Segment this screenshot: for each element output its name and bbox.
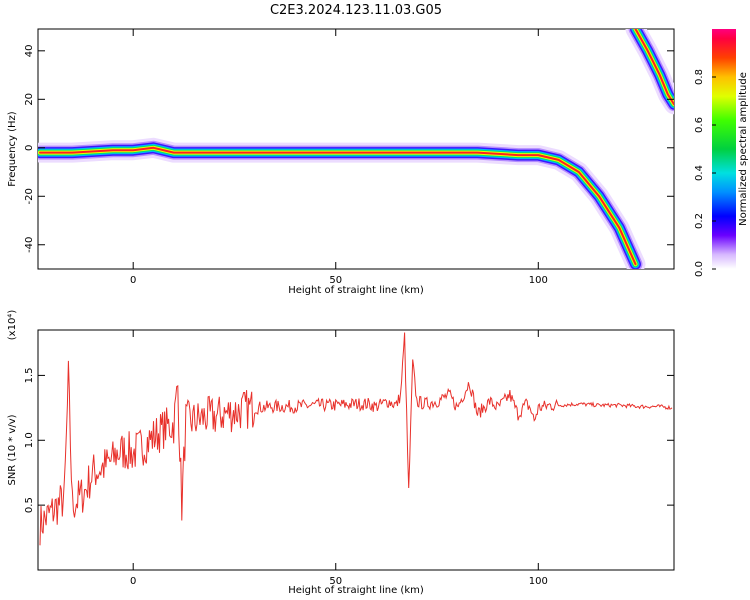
- colorbar-ticks: 0.0 0.2 0.4 0.6 0.8: [694, 69, 716, 277]
- upper-aliased-track-band-6: [634, 29, 674, 106]
- y-tick-label: 1.5: [24, 367, 35, 383]
- spectrogram-y-ticks: -40 -20 0 20 40: [24, 44, 674, 253]
- snr-x-ticks: 0 50 100: [130, 330, 548, 587]
- colorbar-tick-label: 0.2: [694, 213, 705, 229]
- snr-y-label: SNR (10 * v/v): [7, 414, 18, 485]
- spectrogram-panel: 0 50 100 -40 -20 0 20 40 Height of straight li…: [7, 28, 675, 296]
- colorbar-gradient: [712, 29, 736, 269]
- spectrogram-ridges: [38, 29, 674, 269]
- snr-series-line: [39, 332, 673, 546]
- x-tick-label: 100: [529, 275, 548, 286]
- x-tick-label: 50: [329, 576, 342, 587]
- y-tick-label: 0.5: [24, 497, 35, 513]
- x-tick-label: 0: [130, 275, 136, 286]
- y-tick-label: 20: [24, 93, 35, 106]
- chart-title: C2E3.2024.123.11.03.G05: [270, 3, 442, 18]
- x-tick-label: 50: [329, 275, 342, 286]
- snr-y-scale: (x10⁴): [7, 310, 18, 341]
- main-doppler-track-band-6: [39, 146, 637, 266]
- colorbar-tick-label: 0.0: [694, 261, 705, 277]
- y-tick-label: 40: [24, 44, 35, 57]
- snr-x-label: Height of straight line (km): [288, 585, 424, 596]
- x-tick-label: 0: [130, 576, 136, 587]
- y-tick-label: -40: [24, 237, 35, 253]
- x-tick-label: 100: [529, 576, 548, 587]
- spectrogram-x-label: Height of straight line (km): [288, 285, 424, 296]
- colorbar-tick-label: 0.4: [694, 165, 705, 181]
- y-tick-label: 1.0: [24, 432, 35, 448]
- colorbar-label: Normalized spectral amplitude: [738, 72, 749, 226]
- snr-y-ticks: 0.5 1.0 1.5: [24, 367, 674, 513]
- snr-frame: [37, 329, 675, 571]
- y-tick-label: 0: [24, 145, 35, 151]
- spectrogram-y-label: Frequency (Hz): [7, 111, 18, 187]
- snr-panel: 0 50 100 0.5 1.0 1.5 Height of straight line…: [7, 310, 675, 596]
- colorbar-tick-label: 0.8: [694, 69, 705, 85]
- colorbar: 0.0 0.2 0.4 0.6 0.8 Normalized spectral ampl…: [694, 29, 749, 277]
- spectrogram-x-ticks: 0 50 100: [130, 29, 548, 286]
- colorbar-tick-label: 0.6: [694, 117, 705, 133]
- y-tick-label: -20: [24, 188, 35, 204]
